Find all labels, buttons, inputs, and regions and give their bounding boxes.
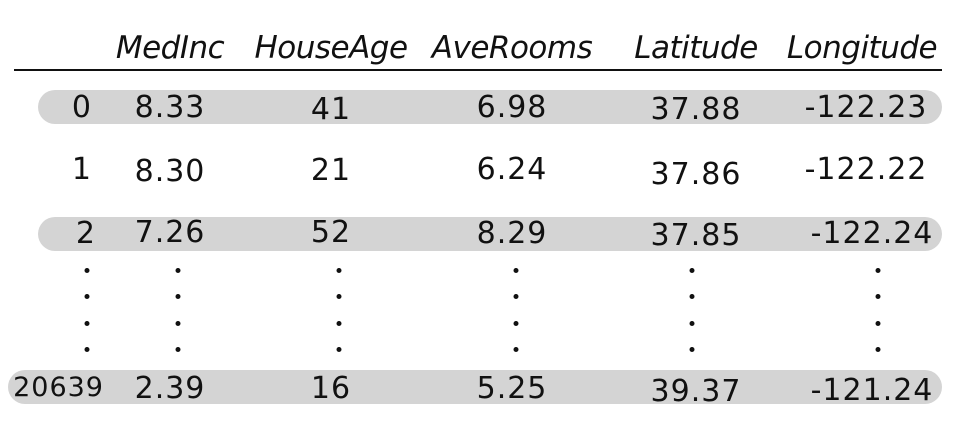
row-highlight-band <box>38 217 942 251</box>
column-header-longitude: Longitude <box>786 30 938 66</box>
table-cell-averooms: 8.29 <box>476 216 548 251</box>
table-cell-medinc: 8.33 <box>134 90 206 125</box>
table-cell-houseage: 21 <box>310 153 352 188</box>
table-cell-medinc: 2.39 <box>134 371 206 406</box>
table-cell-medinc: 8.30 <box>134 154 206 189</box>
table-cell-longitude: -122.23 <box>804 90 928 125</box>
table-cell-latitude: 37.85 <box>650 218 742 253</box>
column-header-houseage: HouseAge <box>254 30 408 66</box>
ellipsis-dots <box>84 268 90 352</box>
table-cell-longitude: -121.24 <box>810 373 934 408</box>
column-header-latitude: Latitude <box>634 30 758 66</box>
table-cell-latitude: 37.88 <box>650 92 742 127</box>
header-underline <box>14 69 942 71</box>
table-cell-averooms: 6.98 <box>476 90 548 125</box>
ellipsis-dots <box>336 268 342 352</box>
table-cell-longitude: -122.24 <box>810 216 934 251</box>
row-index: 2 <box>75 216 96 251</box>
table-cell-houseage: 16 <box>310 371 352 406</box>
table-cell-latitude: 37.86 <box>650 157 742 192</box>
row-index: 20639 <box>13 372 104 403</box>
table-cell-averooms: 5.25 <box>476 371 548 406</box>
table-cell-medinc: 7.26 <box>134 215 206 250</box>
column-header-averooms: AveRooms <box>431 30 593 66</box>
ellipsis-dots <box>875 268 881 352</box>
row-highlight-band <box>8 370 942 404</box>
table-cell-houseage: 41 <box>310 92 352 127</box>
table-cell-longitude: -122.22 <box>804 152 928 187</box>
table-cell-latitude: 39.37 <box>650 374 742 409</box>
table-cell-averooms: 6.24 <box>476 152 548 187</box>
ellipsis-dots <box>175 268 181 352</box>
row-index: 0 <box>71 90 92 125</box>
row-highlight-band <box>38 90 942 124</box>
row-index: 1 <box>71 152 92 187</box>
ellipsis-dots <box>513 268 519 352</box>
ellipsis-dots <box>689 268 695 352</box>
column-header-medinc: MedInc <box>115 30 225 66</box>
table-cell-houseage: 52 <box>310 215 352 250</box>
